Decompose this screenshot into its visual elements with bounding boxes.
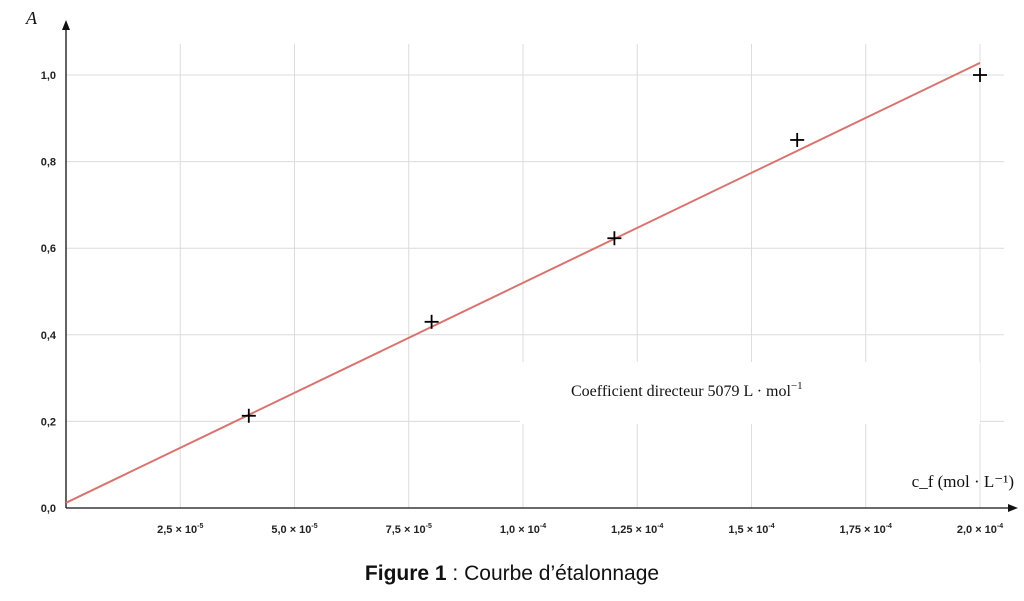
y-axis-arrow — [62, 20, 70, 30]
calibration-chart: 0,0 0,2 0,4 0,6 0,8 1,0 2,5 × 10-5 5,0 × 10-5 7… — [25, 8, 1018, 536]
y-tick-label: 1,0 — [41, 70, 56, 82]
x-tick-label: 1,25 × 10-4 — [611, 523, 664, 536]
data-point-marker — [424, 314, 439, 329]
y-tick-label: 0,4 — [41, 330, 57, 342]
figure-number: Figure 1 — [364, 562, 447, 585]
x-tick-label: 2,5 × 10-5 — [157, 523, 203, 536]
x-tick-label: 7,5 × 10-5 — [386, 523, 432, 536]
axes — [62, 20, 1018, 512]
x-axis-label: c_f (mol · L⁻¹) — [912, 472, 1014, 491]
slope-annotation: Coefficient directeur 5079 L · mol−1 — [571, 380, 803, 400]
annotation-background — [520, 362, 980, 424]
y-tick-label: 0,0 — [41, 503, 56, 515]
x-axis-arrow — [1008, 504, 1018, 512]
x-tick-label: 2,0 × 10-4 — [957, 523, 1003, 536]
fit-line-group — [65, 61, 981, 504]
y-axis-label: A — [25, 8, 38, 28]
x-tick-label: 1,0 × 10-4 — [500, 523, 546, 536]
y-tick-labels: 0,0 0,2 0,4 0,6 0,8 1,0 — [41, 70, 57, 515]
data-points — [241, 68, 987, 423]
x-tick-label: 1,5 × 10-4 — [728, 523, 774, 536]
figure-caption: Figure 1 : Courbe d’étalonnage — [0, 562, 1024, 586]
y-tick-label: 0,2 — [41, 416, 56, 428]
regression-line — [65, 61, 981, 504]
x-tick-label: 1,75 × 10-4 — [840, 523, 893, 536]
x-tick-label: 5,0 × 10-5 — [271, 523, 317, 536]
x-tick-labels: 2,5 × 10-5 5,0 × 10-5 7,5 × 10-5 1,0 × 10-4… — [157, 523, 1003, 536]
y-tick-label: 0,8 — [41, 157, 56, 169]
data-point-marker — [607, 231, 622, 246]
y-tick-label: 0,6 — [41, 243, 56, 255]
data-point-marker — [973, 68, 987, 82]
data-point-marker — [790, 132, 805, 147]
data-point-marker — [241, 408, 256, 423]
figure-title: : Courbe d’étalonnage — [446, 562, 660, 585]
